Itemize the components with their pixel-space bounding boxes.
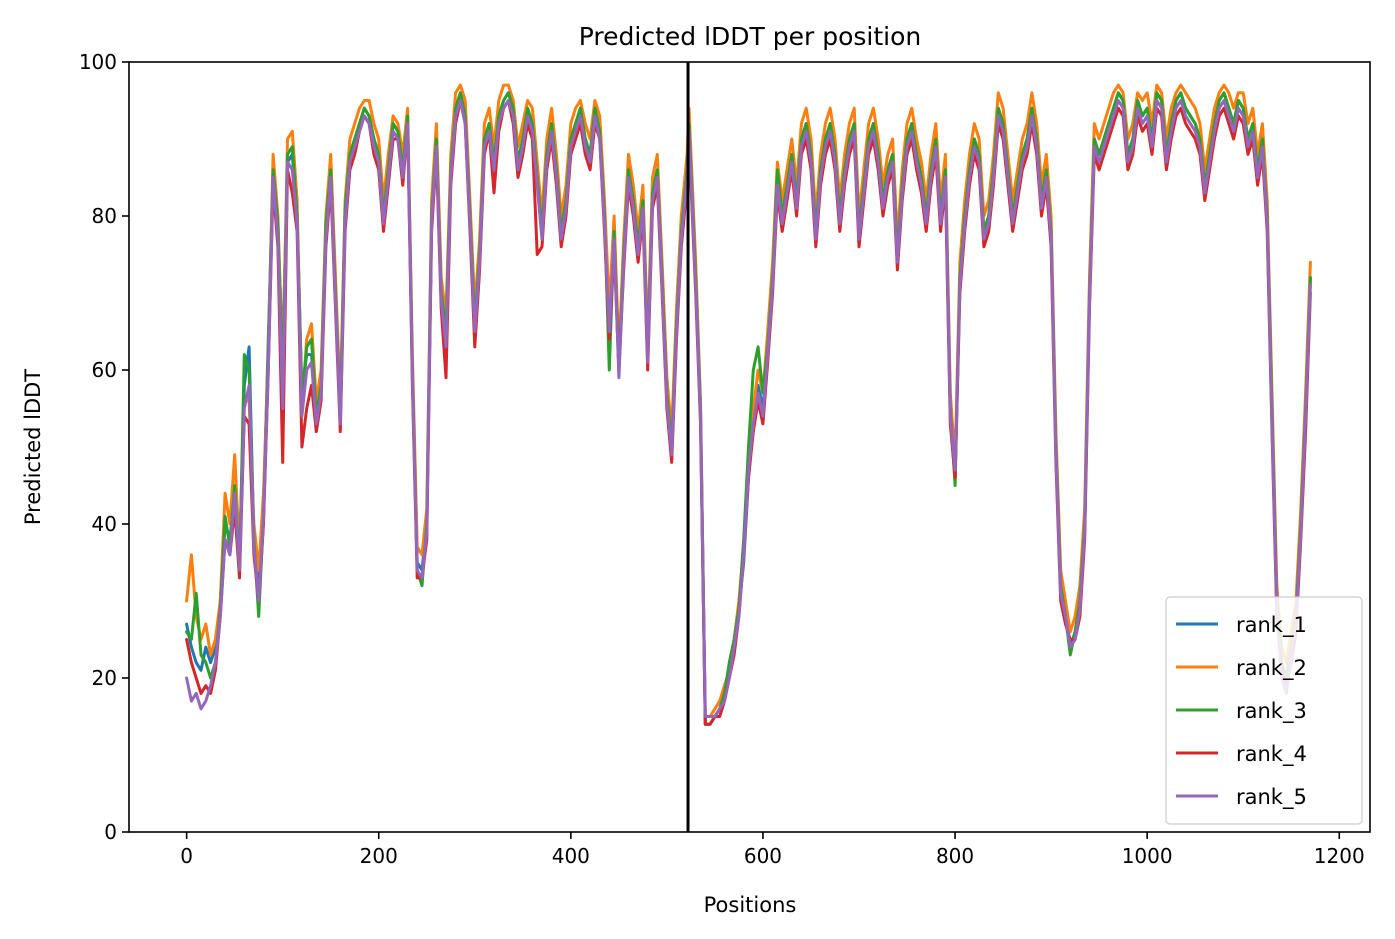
y-tick-label: 60 <box>92 358 117 382</box>
y-tick-label: 0 <box>104 820 117 844</box>
plot-frame <box>128 61 1371 833</box>
axes-layer: 0 200 400 600 800 1000 1200 0 20 40 60 80 100 <box>79 50 1365 868</box>
series-line-rank_5 <box>185 99 1312 718</box>
y-tick-label: 40 <box>92 512 117 536</box>
legend: rank_1 rank_2 rank_3 rank_4 rank_5 <box>1165 596 1363 825</box>
legend-label-rank_3: rank_3 <box>1236 699 1307 724</box>
x-tick-label: 1000 <box>1122 844 1173 868</box>
legend-label-rank_4: rank_4 <box>1236 742 1307 767</box>
x-tick-label: 600 <box>744 844 782 868</box>
legend-label-rank_1: rank_1 <box>1236 613 1307 638</box>
y-tick-label: 100 <box>79 50 117 74</box>
y-axis-label: Predicted lDDT <box>21 369 45 525</box>
legend-box <box>1165 596 1363 825</box>
x-tick-label: 400 <box>552 844 590 868</box>
y-tick-label: 20 <box>92 666 117 690</box>
y-tick-label: 80 <box>92 204 117 228</box>
x-axis-label: Positions <box>704 893 797 917</box>
legend-label-rank_5: rank_5 <box>1236 785 1307 810</box>
series-layer <box>185 62 1312 832</box>
x-tick-label: 0 <box>180 844 193 868</box>
chart-title: Predicted lDDT per position <box>579 22 921 51</box>
x-tick-label: 800 <box>936 844 974 868</box>
x-tick-label: 1200 <box>1314 844 1365 868</box>
legend-label-rank_2: rank_2 <box>1236 656 1307 681</box>
x-tick-label: 200 <box>360 844 398 868</box>
